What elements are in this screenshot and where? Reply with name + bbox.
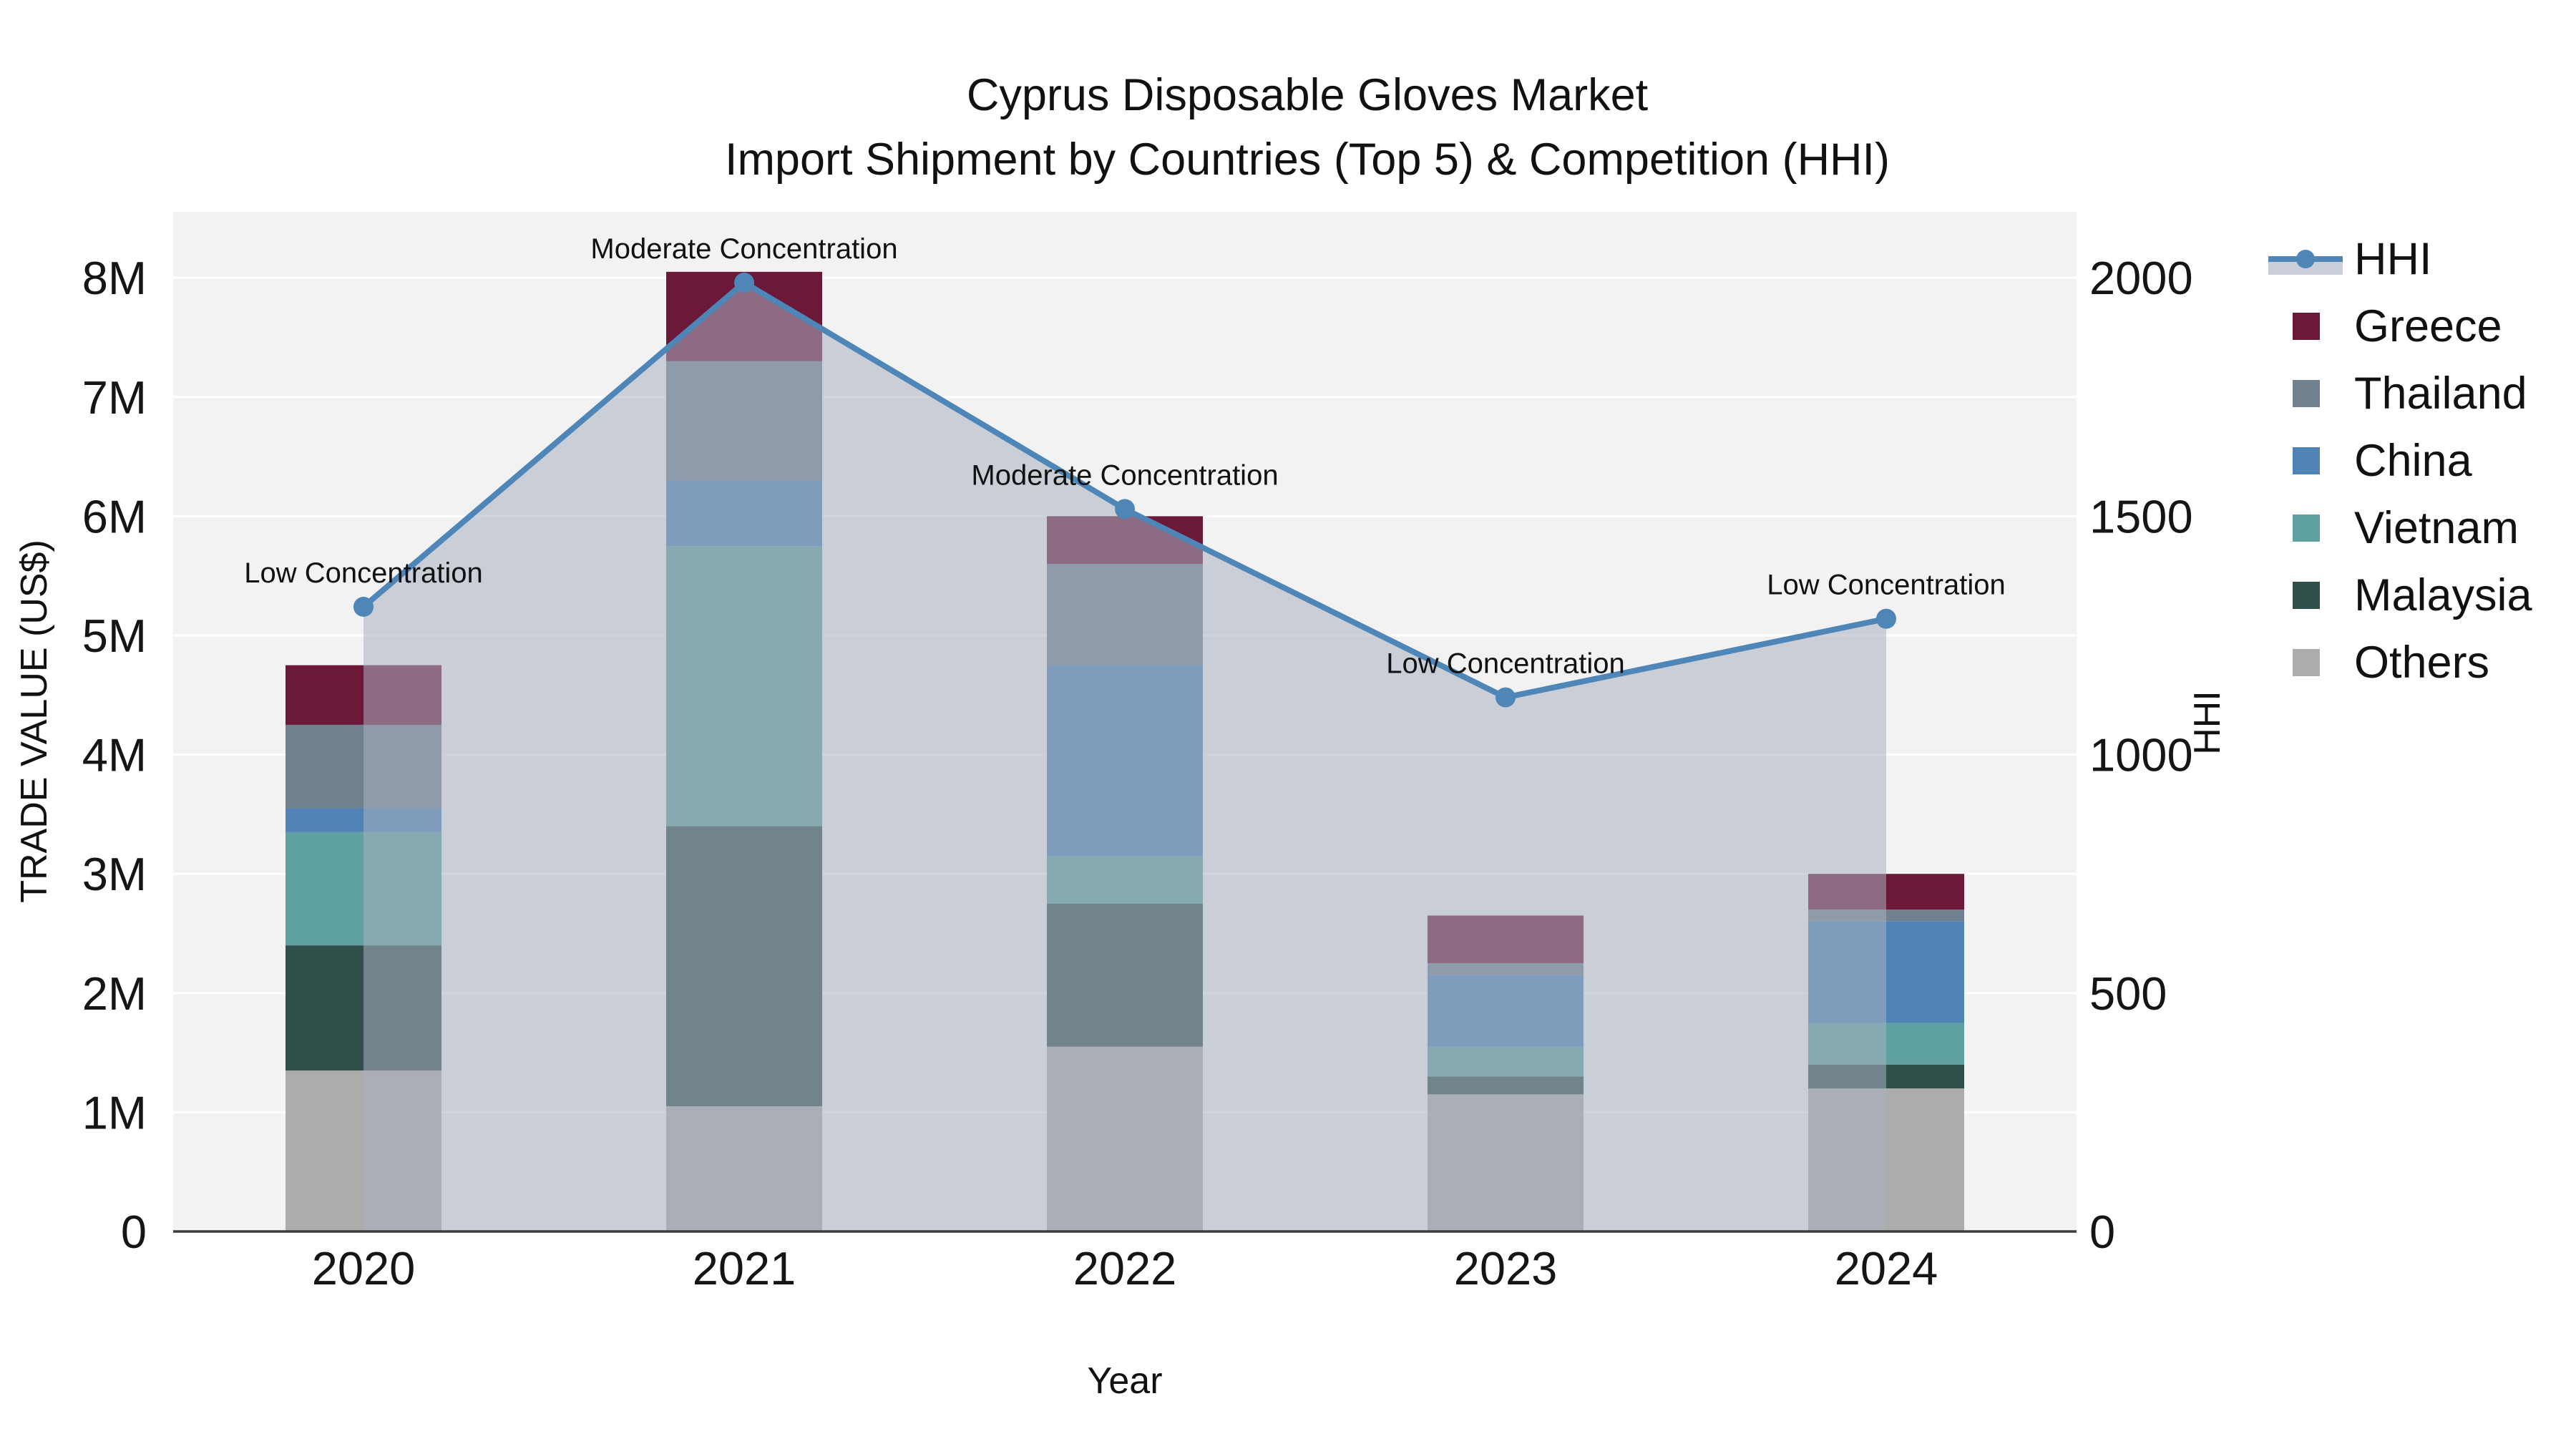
annotation-2022: Moderate Concentration: [971, 459, 1278, 491]
legend-label: HHI: [2354, 234, 2432, 284]
hhi-marker-2021[interactable]: [734, 272, 754, 293]
annotation-2021: Moderate Concentration: [590, 233, 897, 265]
legend-label: China: [2354, 436, 2472, 486]
legend-label: Vietnam: [2354, 503, 2519, 553]
hhi-marker-2024[interactable]: [1876, 608, 1896, 629]
chart-title-line1: Cyprus Disposable Gloves Market: [966, 70, 1649, 120]
y-tick-label-left: 0: [121, 1206, 147, 1258]
legend-item-vietnam[interactable]: Vietnam: [2268, 494, 2532, 562]
legend-item-others[interactable]: Others: [2268, 629, 2532, 696]
legend-square-swatch: [2268, 305, 2343, 348]
legend-square-swatch: [2268, 372, 2343, 415]
y-tick-label-left: 7M: [82, 371, 147, 424]
legend-color-square: [2293, 380, 2320, 407]
legend-label: Greece: [2354, 301, 2502, 351]
chart-title-line2: Import Shipment by Countries (Top 5) & C…: [724, 135, 1890, 185]
legend-label: Others: [2354, 638, 2490, 688]
legend-color-square: [2293, 649, 2320, 676]
annotation-2024: Low Concentration: [1767, 570, 2006, 601]
y-tick-label-left: 2M: [82, 967, 147, 1020]
legend-color-square: [2293, 514, 2320, 542]
y-tick-label-right: 0: [2089, 1206, 2115, 1258]
legend-label: Thailand: [2354, 369, 2527, 419]
legend-square-swatch: [2268, 641, 2343, 684]
y-tick-label-right: 500: [2089, 967, 2167, 1020]
x-tick-label: 2021: [693, 1242, 796, 1294]
legend-square-swatch: [2268, 507, 2343, 550]
x-axis-title: Year: [1087, 1360, 1163, 1402]
legend-item-thailand[interactable]: Thailand: [2268, 360, 2532, 427]
legend-item-china[interactable]: China: [2268, 427, 2532, 494]
hhi-area-fill: [364, 282, 1886, 1231]
y-tick-label-left: 8M: [82, 252, 147, 304]
legend-color-square: [2293, 447, 2320, 474]
hhi-marker-2023[interactable]: [1496, 687, 1516, 708]
y-tick-label-left: 5M: [82, 610, 147, 662]
y-tick-label-left: 4M: [82, 729, 147, 781]
legend-line-swatch: [2268, 238, 2343, 280]
legend-marker-dot: [2296, 250, 2315, 268]
legend-label: Malaysia: [2354, 570, 2532, 620]
legend-item-greece[interactable]: Greece: [2268, 293, 2532, 360]
x-tick-label: 2024: [1835, 1242, 1938, 1294]
legend-color-square: [2293, 582, 2320, 609]
x-tick-label: 2022: [1073, 1242, 1177, 1294]
x-tick-label: 2020: [312, 1242, 416, 1294]
legend-square-swatch: [2268, 439, 2343, 482]
hhi-marker-2020[interactable]: [353, 597, 374, 617]
legend-item-hhi[interactable]: HHI: [2268, 225, 2532, 293]
y-tick-label-right: 1500: [2089, 490, 2193, 542]
x-tick-label: 2023: [1454, 1242, 1558, 1294]
legend-item-malaysia[interactable]: Malaysia: [2268, 562, 2532, 629]
annotation-2023: Low Concentration: [1386, 648, 1625, 680]
y-tick-label-left: 6M: [82, 490, 147, 542]
y-axis-title-right: HHI: [2187, 691, 2228, 755]
y-tick-label-right: 1000: [2089, 729, 2193, 781]
annotation-2020: Low Concentration: [244, 557, 483, 589]
y-tick-label-left: 3M: [82, 848, 147, 900]
hhi-marker-2022[interactable]: [1115, 499, 1135, 519]
y-tick-label-right: 2000: [2089, 252, 2193, 304]
legend-square-swatch: [2268, 574, 2343, 617]
legend-color-square: [2293, 313, 2320, 340]
y-tick-label-left: 1M: [82, 1086, 147, 1138]
legend: HHI Greece Thailand China Vietnam Malaysia Oth…: [2268, 225, 2532, 696]
y-axis-title-left: TRADE VALUE (US$): [14, 540, 55, 903]
